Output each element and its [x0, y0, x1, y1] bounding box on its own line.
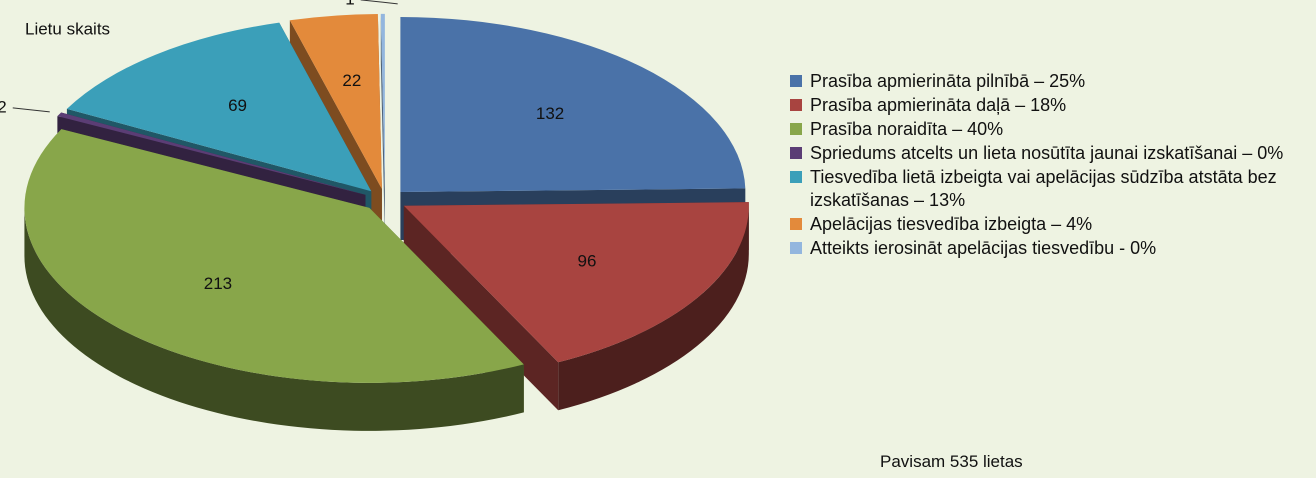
slice: [403, 202, 749, 411]
leader-line: [12, 107, 50, 113]
data-label: 1: [345, 0, 354, 8]
legend-entry: Tiesvedība lietā izbeigta vai apelācijas…: [790, 166, 1295, 212]
slice-side: [558, 205, 749, 411]
chart-title: Lietu skaits: [25, 19, 110, 38]
legend-label: Prasība apmierināta pilnībā – 25%: [810, 71, 1086, 91]
slice-top: [380, 13, 385, 189]
legend: Prasība apmierināta pilnībā – 25% Prasība…: [790, 70, 1295, 261]
legend-label: Atteikts ierosināt apelācijas tiesvedību…: [810, 238, 1157, 258]
legend-label: Spriedums atcelts un lieta nosūtīta jaun…: [810, 143, 1284, 163]
data-label: 2: [0, 97, 7, 116]
data-label: 132: [536, 104, 564, 123]
legend-swatch: [790, 171, 802, 183]
slice-cut-face: [403, 205, 559, 411]
legend-swatch: [790, 147, 802, 159]
footer-note: Pavisam 535 lietas: [880, 452, 1023, 471]
legend-swatch: [790, 75, 802, 87]
slice-top: [289, 13, 382, 189]
legend-entry: Prasība apmierināta pilnībā – 25%: [790, 70, 1295, 93]
legend-swatch: [790, 242, 802, 254]
slice-top: [66, 22, 372, 192]
legend-swatch: [790, 218, 802, 230]
legend-label: Tiesvedība lietā izbeigta vai apelācijas…: [810, 167, 1277, 210]
legend-swatch: [790, 123, 802, 135]
legend-label: Apelācijas tiesvedība izbeigta – 4%: [810, 214, 1093, 234]
slice-top: [403, 202, 749, 363]
slice: [24, 129, 524, 431]
data-label: 213: [204, 274, 232, 293]
legend-label: Prasība noraidīta – 40%: [810, 119, 1004, 139]
slice-top: [57, 112, 366, 195]
slice-side: [24, 207, 524, 431]
legend-swatch: [790, 99, 802, 111]
slice-top: [400, 17, 746, 193]
data-label: 96: [577, 251, 596, 270]
data-label: 69: [228, 96, 247, 115]
legend-entry: Prasība noraidīta – 40%: [790, 118, 1295, 141]
legend-entry: Apelācijas tiesvedība izbeigta – 4%: [790, 213, 1295, 236]
slice-top: [24, 129, 524, 383]
leader-line: [360, 0, 398, 5]
legend-label: Prasība apmierināta daļā – 18%: [810, 95, 1067, 115]
legend-entry: Prasība apmierināta daļā – 18%: [790, 94, 1295, 117]
data-label: 22: [342, 71, 361, 90]
slice-cut-face: [380, 13, 385, 237]
legend-entry: Spriedums atcelts un lieta nosūtīta jaun…: [790, 142, 1295, 165]
legend-entry: Atteikts ierosināt apelācijas tiesvedību…: [790, 237, 1295, 260]
slice: [380, 13, 385, 237]
